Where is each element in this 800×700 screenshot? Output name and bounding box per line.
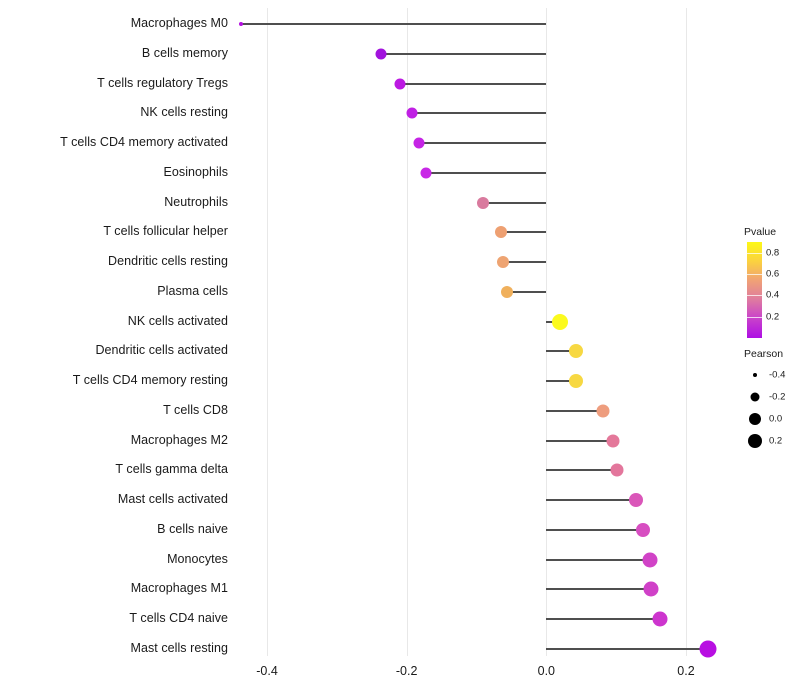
lollipop-stem [399, 82, 547, 85]
lollipop-point[interactable] [501, 285, 514, 298]
lollipop-point[interactable] [552, 313, 569, 330]
lollipop-stem [546, 588, 652, 591]
pearson-legend-item: 0.2 [744, 430, 800, 452]
lollipop-stem [546, 618, 661, 620]
gridline [686, 8, 687, 656]
y-axis-label: T cells gamma delta [115, 462, 228, 477]
y-axis-label: Dendritic cells resting [108, 254, 228, 268]
pearson-legend-label: 0.2 [769, 435, 783, 447]
x-axis-tick-label: -0.4 [256, 664, 278, 678]
x-axis-tick-label: -0.2 [395, 664, 418, 678]
y-axis-label: Monocytes [167, 551, 228, 566]
lollipop-point[interactable] [476, 196, 489, 209]
lollipop-point[interactable] [497, 256, 510, 268]
lollipop-point[interactable] [596, 404, 610, 418]
lollipop-point[interactable] [494, 226, 507, 239]
y-axis-label: Macrophages M1 [130, 581, 228, 596]
x-axis-tick-label: 0.2 [677, 664, 695, 678]
lollipop-point[interactable] [643, 581, 659, 597]
pvalue-tick-label: 0.2 [766, 311, 780, 323]
lollipop-stem [546, 409, 603, 412]
lollipop-stem [241, 23, 547, 25]
y-axis-label: T cells CD8 [163, 402, 228, 417]
lollipop-stem [425, 171, 547, 174]
lollipop-point[interactable] [606, 434, 620, 447]
y-axis-label: Dendritic cells activated [95, 343, 228, 358]
lollipop-stem [500, 231, 547, 234]
lollipop-point[interactable] [699, 640, 717, 658]
y-axis-label: Macrophages M2 [130, 432, 228, 447]
y-axis-label: Macrophages M0 [130, 16, 228, 30]
plot-panel [234, 8, 728, 658]
lollipop-stem [546, 499, 637, 501]
y-axis-label: T cells follicular helper [103, 224, 228, 239]
lollipop-point[interactable] [642, 552, 658, 567]
pearson-legend-item: 0.0 [744, 408, 800, 430]
y-axis-label: NK cells activated [127, 313, 228, 328]
lollipop-stem [411, 112, 547, 115]
lollipop-point[interactable] [652, 611, 668, 627]
pearson-legend-label: 0.0 [769, 413, 783, 425]
pearson-legend-item: -0.4 [744, 364, 800, 386]
pearson-size-legend: Pearson -0.4 -0.2 0.0 0.2 [744, 348, 785, 456]
pvalue-tick-label: 0.6 [766, 268, 780, 280]
y-axis-label: Eosinophils [163, 164, 228, 179]
pearson-legend-item: -0.2 [744, 386, 800, 408]
lollipop-point[interactable] [413, 137, 425, 149]
lollipop-stem [507, 290, 547, 293]
pearson-legend-label: -0.4 [769, 369, 786, 381]
gridline [406, 8, 408, 656]
x-axis-tick-label: 0.0 [537, 664, 556, 678]
pvalue-legend-title: Pvalue [744, 226, 777, 238]
pearson-legend-dot [748, 434, 762, 448]
lollipop-stem [546, 439, 614, 442]
lollipop-stem [546, 528, 643, 531]
lollipop-point[interactable] [420, 167, 432, 179]
lollipop-point[interactable] [568, 344, 583, 359]
lollipop-point[interactable] [375, 48, 387, 60]
y-axis-label: T cells regulatory Tregs [97, 75, 228, 90]
lollipop-point[interactable] [394, 78, 406, 89]
pearson-legend-dot [753, 373, 757, 377]
x-axis: -0.4 -0.2 0.0 0.2 [0, 660, 800, 700]
pvalue-color-legend: Pvalue 0.8 0.6 0.4 0.2 [744, 226, 780, 342]
lollipop-stem [546, 380, 576, 382]
lollipop-stem [546, 469, 617, 472]
pvalue-tick-label: 0.4 [766, 289, 780, 301]
lollipop-stem [546, 647, 709, 650]
pearson-legend-title: Pearson [744, 348, 784, 360]
y-axis-label: B cells memory [141, 45, 228, 60]
lollipop-point[interactable] [629, 493, 644, 507]
y-axis-labels: Macrophages M0 B cells memory T cells regu… [0, 0, 228, 700]
y-axis-label: Mast cells resting [130, 640, 228, 655]
lollipop-stem [546, 558, 650, 561]
lollipop-point[interactable] [635, 522, 650, 537]
y-axis-label: B cells naive [157, 521, 228, 536]
pearson-legend-dot [749, 413, 761, 425]
pearson-legend-dot [750, 392, 760, 402]
pearson-legend-label: -0.2 [769, 391, 786, 403]
y-axis-label: T cells CD4 naive [129, 611, 228, 625]
lollipop-stem [418, 142, 547, 144]
lollipop-stem [482, 201, 547, 204]
pvalue-tick-label: 0.8 [766, 247, 780, 259]
lollipop-point[interactable] [610, 463, 624, 477]
y-axis-label: NK cells resting [140, 105, 228, 120]
y-axis-label: Plasma cells [157, 283, 228, 298]
lollipop-stem [503, 261, 547, 263]
gridline [546, 8, 548, 656]
y-axis-label: Mast cells activated [117, 492, 228, 506]
lollipop-point[interactable] [406, 107, 418, 119]
pvalue-gradient-bar [747, 242, 762, 338]
lollipop-point[interactable] [239, 22, 244, 26]
lollipop-stem [546, 350, 576, 353]
y-axis-label: T cells CD4 memory activated [60, 135, 228, 149]
lollipop-stem [380, 52, 547, 55]
lollipop-point[interactable] [568, 374, 583, 388]
y-axis-label: Neutrophils [164, 194, 228, 209]
gridline [267, 8, 268, 656]
y-axis-label: T cells CD4 memory resting [72, 373, 228, 387]
